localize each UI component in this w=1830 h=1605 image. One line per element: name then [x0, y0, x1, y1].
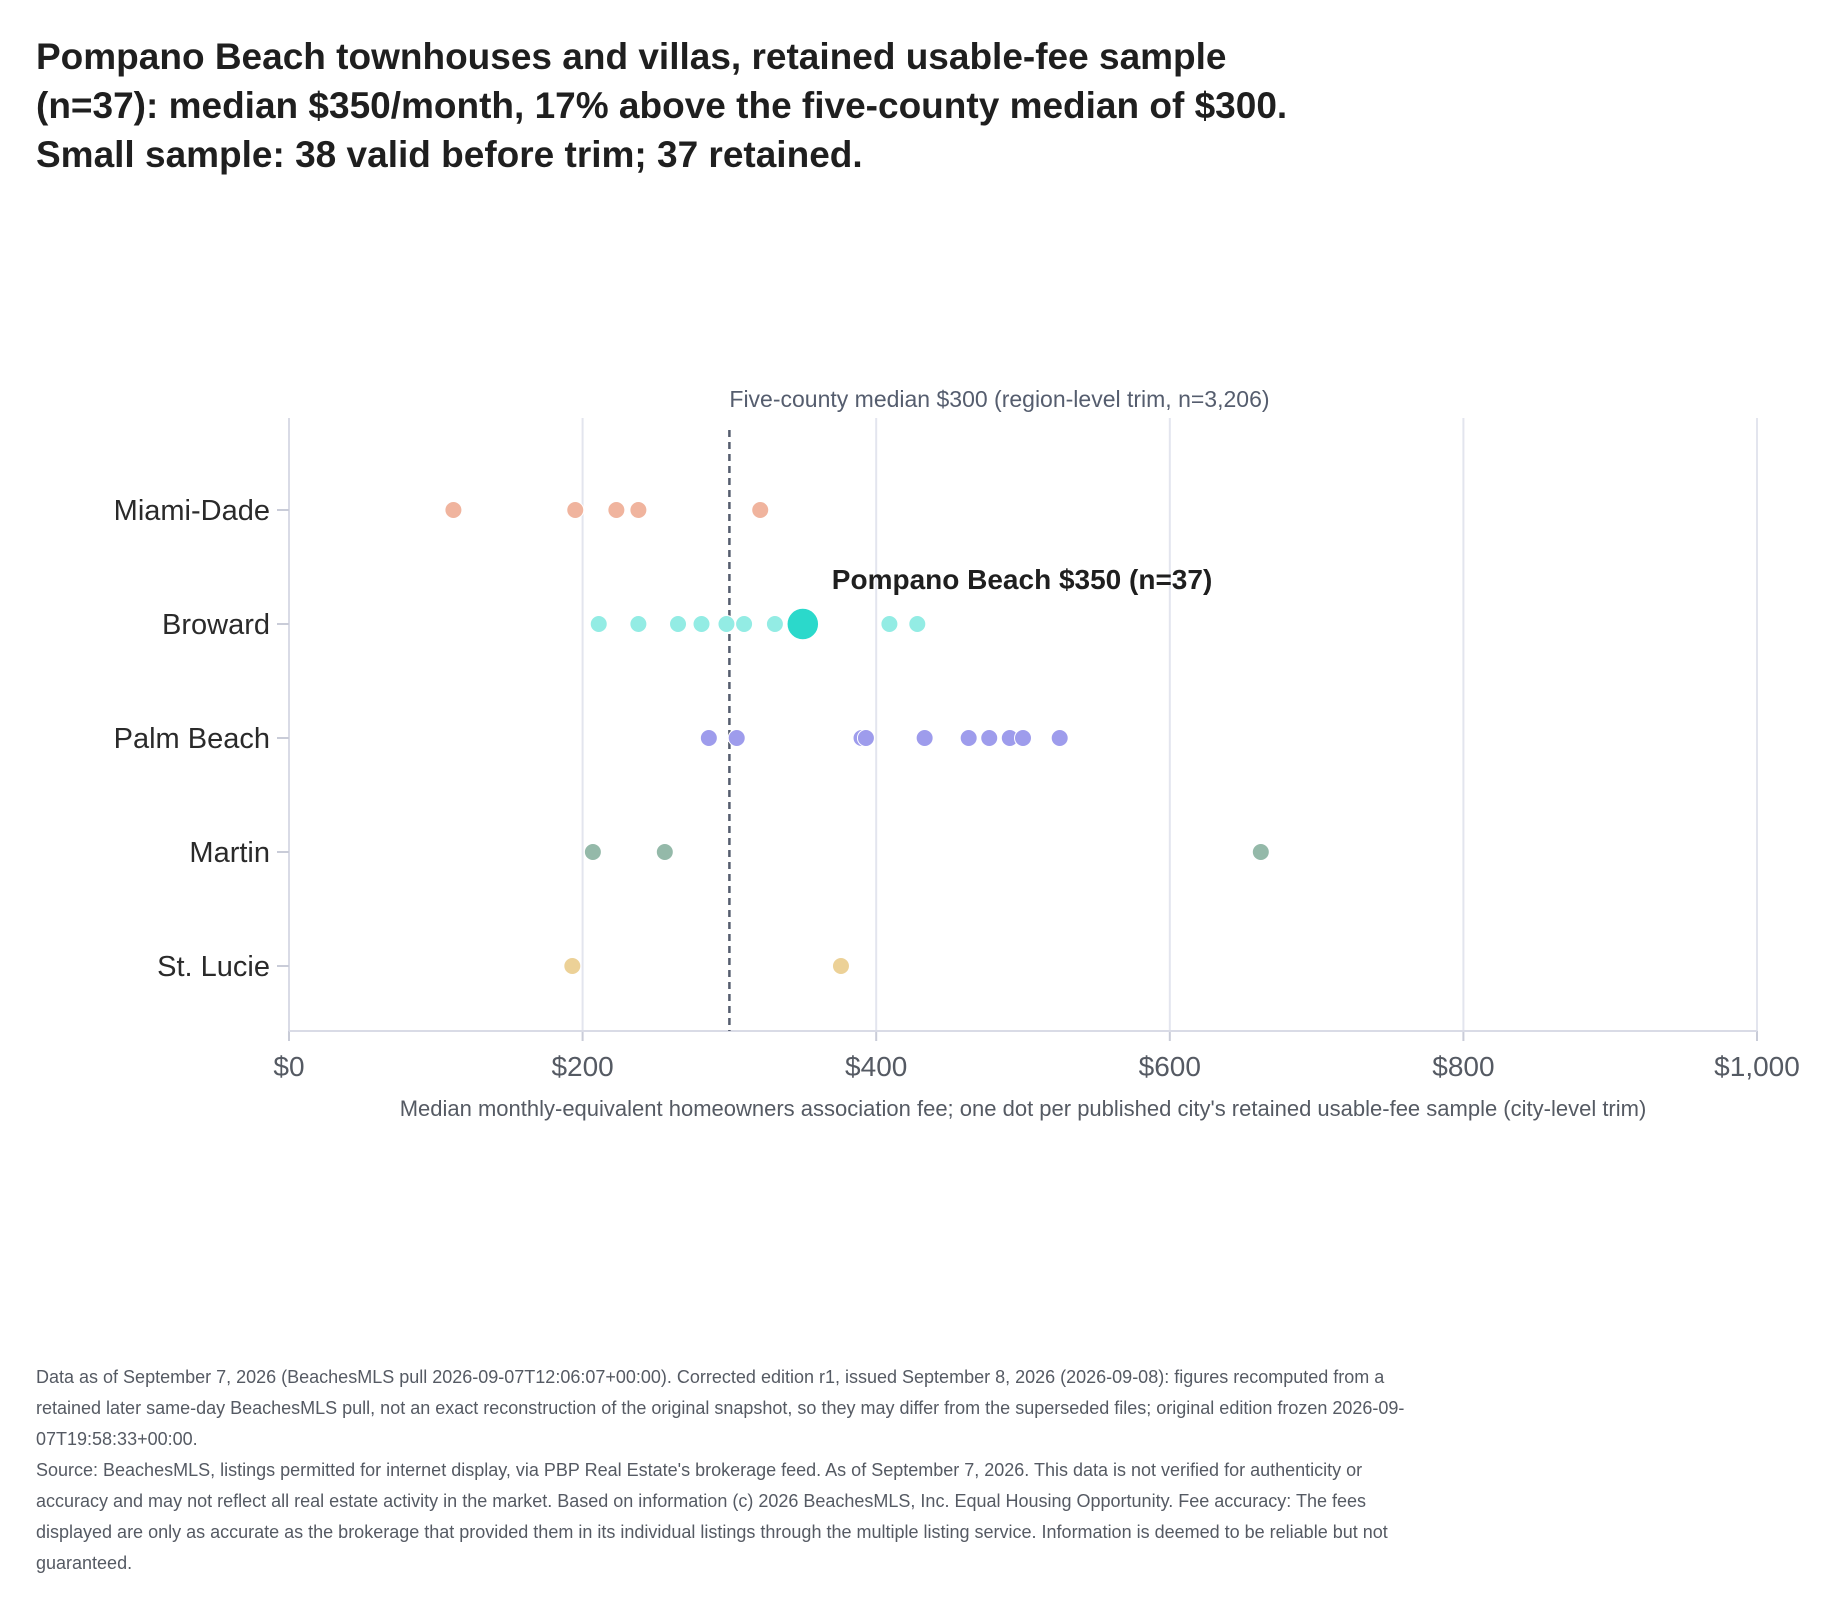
data-point: [566, 501, 585, 519]
category-label: Miami-Dade: [114, 495, 270, 527]
data-point: [629, 501, 648, 519]
data-point: [669, 615, 688, 633]
data-point: [563, 957, 582, 975]
data-point: [735, 615, 754, 633]
footnote-edition: Data as of September 7, 2026 (BeachesMLS…: [36, 1367, 1405, 1449]
data-point: [717, 615, 736, 633]
data-point: [589, 615, 608, 633]
reference-line-label: Five-county median $300 (region-level tr…: [729, 386, 1269, 412]
category-label: Broward: [162, 609, 270, 641]
data-point: [692, 615, 711, 633]
data-point: [1050, 729, 1069, 747]
data-point: [629, 615, 648, 633]
data-point: [655, 843, 674, 861]
chart-title: Pompano Beach townhouses and villas, ret…: [36, 36, 1288, 175]
data-point: [765, 615, 784, 633]
annotations: Pompano Beach $350 (n=37): [832, 564, 1212, 595]
data-point: [1251, 843, 1270, 861]
x-tick-label: $200: [551, 1051, 613, 1082]
x-tick-label: $600: [1139, 1051, 1201, 1082]
x-axis-title: Median monthly-equivalent homeowners ass…: [400, 1096, 1647, 1121]
x-tick-label: $1,000: [1714, 1051, 1800, 1082]
highlight-label: Pompano Beach $350 (n=37): [832, 564, 1212, 595]
data-point: [1014, 729, 1032, 747]
data-point: [980, 729, 999, 747]
data-point: [915, 729, 934, 747]
x-tick-label: $0: [273, 1051, 304, 1082]
data-point: [959, 729, 978, 747]
axes: $0 $200 $400 $600 $800 $1,000 Miami-Dade Browar…: [114, 418, 1800, 1121]
data-point: [751, 501, 770, 519]
data-point: [583, 843, 602, 861]
dot-plot: $0 $200 $400 $600 $800 $1,000 Miami-Dade Browar…: [114, 386, 1800, 1121]
data-point: [880, 615, 899, 633]
grid-lines: [581, 418, 1758, 1031]
footnote-source: Source: BeachesMLS, listings permitted f…: [36, 1460, 1388, 1573]
category-label: St. Lucie: [157, 951, 270, 983]
data-point: [908, 615, 927, 633]
data-point: [727, 729, 746, 747]
reference-line-group: Five-county median $300 (region-level tr…: [728, 386, 1270, 1031]
data-point: [831, 957, 850, 975]
data-point: [607, 501, 626, 519]
x-tick-label: $400: [845, 1051, 907, 1082]
highlight-point: [786, 607, 820, 641]
data-point: [856, 729, 875, 747]
category-label: Palm Beach: [114, 723, 270, 755]
data-point: [699, 729, 718, 747]
footnotes: Data as of September 7, 2026 (BeachesMLS…: [36, 1362, 1436, 1579]
category-label: Martin: [189, 837, 270, 869]
x-tick-label: $800: [1432, 1051, 1494, 1082]
data-points: [444, 501, 1270, 975]
data-point: [444, 501, 463, 519]
